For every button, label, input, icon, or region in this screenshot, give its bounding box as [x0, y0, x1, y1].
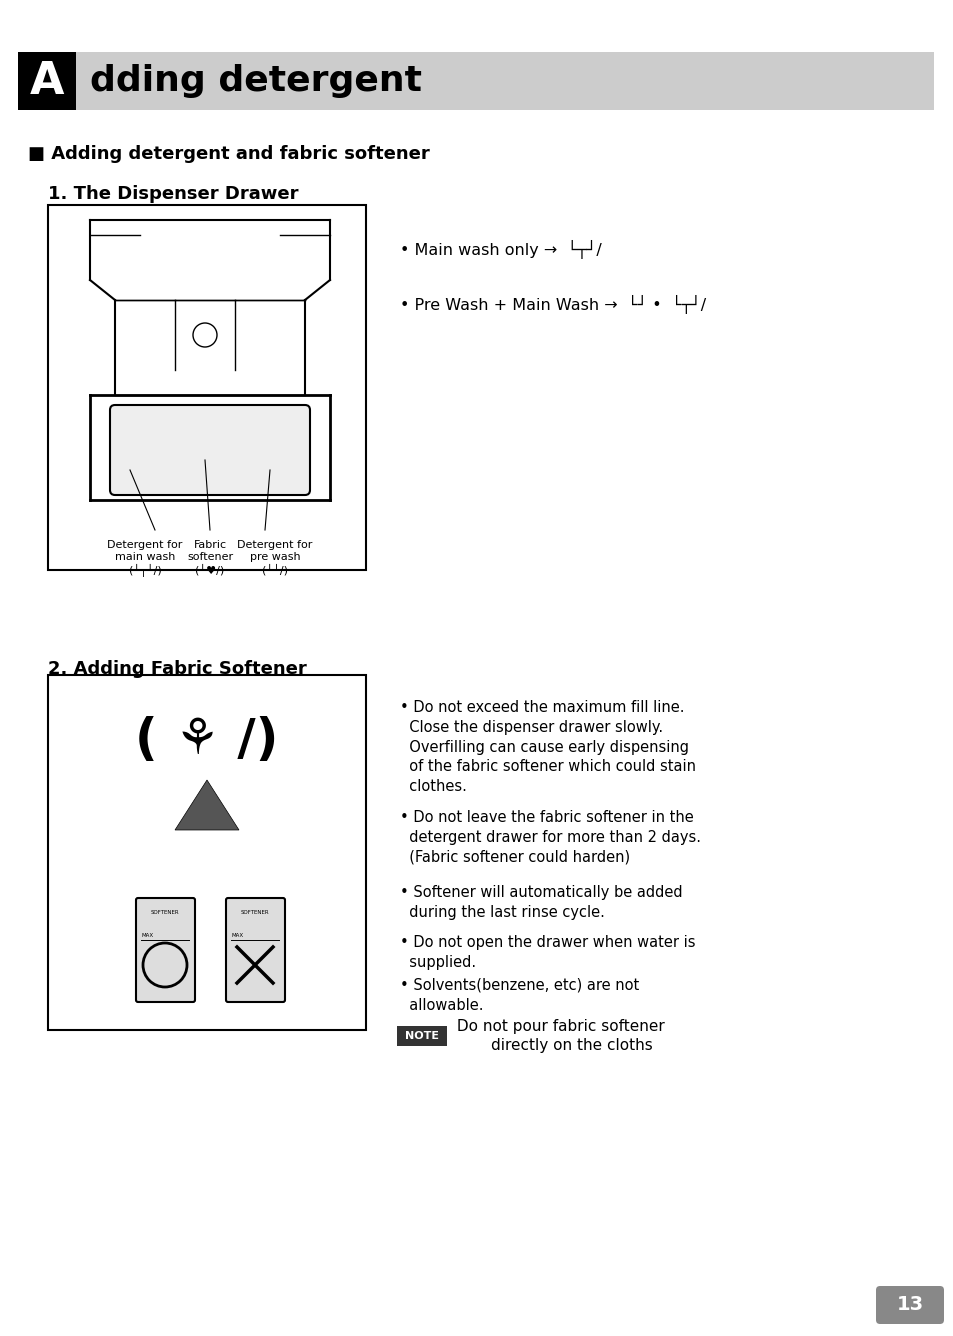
- Text: Detergent for
main wash
(└┬┘/): Detergent for main wash (└┬┘/): [107, 540, 182, 577]
- FancyBboxPatch shape: [18, 52, 76, 110]
- FancyBboxPatch shape: [136, 898, 194, 1002]
- Text: Do not pour fabric softener
        directly on the cloths: Do not pour fabric softener directly on …: [452, 1018, 664, 1053]
- Text: SOFTENER: SOFTENER: [151, 910, 179, 915]
- Text: • Do not leave the fabric softener in the
  detergent drawer for more than 2 day: • Do not leave the fabric softener in th…: [399, 810, 700, 864]
- Text: MAX: MAX: [232, 933, 244, 938]
- Text: A: A: [30, 60, 64, 103]
- Polygon shape: [174, 780, 239, 830]
- Text: • Pre Wash + Main Wash →  └┘ •  └┬┘/: • Pre Wash + Main Wash → └┘ • └┬┘/: [399, 295, 705, 314]
- Text: MAX: MAX: [142, 933, 154, 938]
- Text: • Softener will automatically be added
  during the last rinse cycle.: • Softener will automatically be added d…: [399, 884, 682, 919]
- Text: • Do not open the drawer when water is
  supplied.: • Do not open the drawer when water is s…: [399, 935, 695, 970]
- FancyBboxPatch shape: [18, 52, 933, 110]
- Text: 2. Adding Fabric Softener: 2. Adding Fabric Softener: [48, 660, 307, 677]
- Text: dding detergent: dding detergent: [90, 64, 421, 98]
- Text: ■ Adding detergent and fabric softener: ■ Adding detergent and fabric softener: [28, 146, 429, 163]
- Text: Fabric
softener
(└♥/): Fabric softener (└♥/): [187, 540, 233, 574]
- Text: • Main wash only →  └┬┘/: • Main wash only → └┬┘/: [399, 240, 601, 259]
- Text: • Solvents(benzene, etc) are not
  allowable.: • Solvents(benzene, etc) are not allowab…: [399, 978, 639, 1013]
- Text: SOFTENER: SOFTENER: [240, 910, 269, 915]
- Text: NOTE: NOTE: [405, 1031, 438, 1041]
- Text: • Do not exceed the maximum fill line.
  Close the dispenser drawer slowly.
  Ov: • Do not exceed the maximum fill line. C…: [399, 700, 696, 794]
- FancyBboxPatch shape: [875, 1287, 943, 1324]
- Text: 1. The Dispenser Drawer: 1. The Dispenser Drawer: [48, 184, 298, 203]
- FancyBboxPatch shape: [48, 204, 366, 570]
- Text: ( ⚘ /): ( ⚘ /): [135, 716, 278, 764]
- FancyBboxPatch shape: [396, 1026, 447, 1046]
- Text: 13: 13: [896, 1296, 923, 1315]
- FancyBboxPatch shape: [48, 675, 366, 1030]
- FancyBboxPatch shape: [226, 898, 285, 1002]
- FancyBboxPatch shape: [110, 405, 310, 496]
- Text: Detergent for
pre wash
(└┘/): Detergent for pre wash (└┘/): [237, 540, 313, 574]
